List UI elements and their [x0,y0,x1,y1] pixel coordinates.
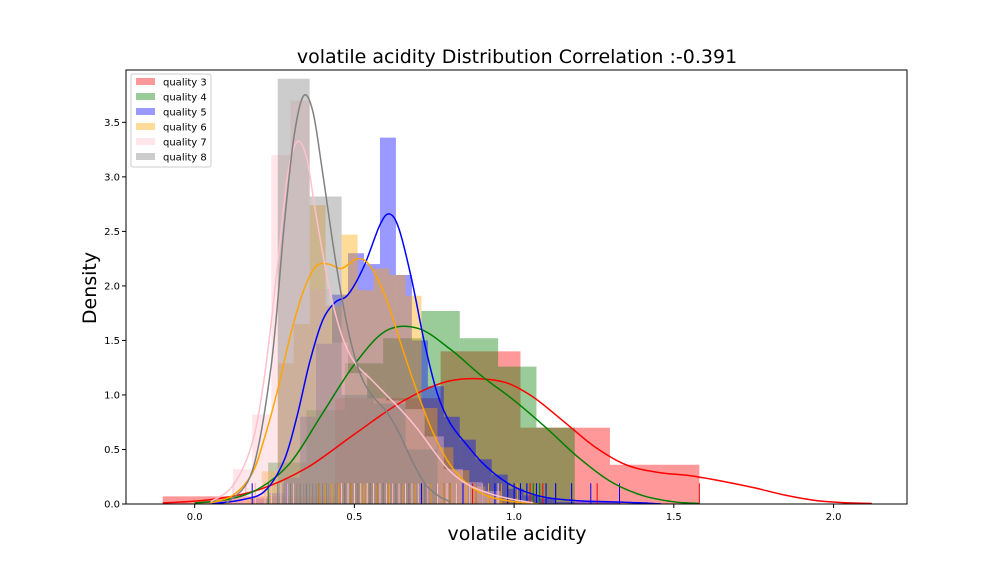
kde-curve-6 [210,257,540,504]
histogram-bar [277,363,294,504]
histogram-bar [485,495,502,504]
histogram-bar [523,495,540,504]
histogram-bar [424,436,444,504]
y-tick-label: 2.0 [104,281,120,292]
y-tick-label: 1.5 [104,336,120,347]
x-tick-label: 1.0 [506,512,522,523]
histogram-bar [443,416,460,504]
histogram-4 [268,310,575,504]
kde-curve-7 [210,140,534,504]
histogram-5 [252,137,620,504]
y-tick-label: 3.0 [104,172,120,183]
legend-swatch [136,153,155,160]
legend-label: quality 3 [163,78,207,89]
y-tick-label: 2.5 [104,227,120,238]
histogram-bar [332,294,349,504]
x-tick-label: 0.0 [187,512,203,523]
histogram-6 [245,205,534,504]
histogram-bar [459,338,499,504]
histogram-bar [348,373,368,504]
kde-curve-5 [210,213,662,504]
legend-label: quality 7 [163,138,207,149]
histogram-bar [341,234,358,504]
histogram-bar [363,264,380,504]
axes-frame [125,69,908,505]
y-axis-label: Density [79,252,101,324]
axes: 0.0 0.5 1.0 1.5 2.0 0.0 0.5 1.0 1.5 2.0 2.5 3.0 3.5 [104,69,908,523]
legend-swatch [136,93,155,100]
histogram-bar [293,324,310,504]
histogram-bar [252,414,272,504]
legend-swatch [136,123,155,130]
histogram-bar [328,342,349,504]
histogram-bar [348,253,364,504]
histogram-bar [539,498,556,504]
x-tick-label: 2.0 [826,512,842,523]
histogram-bar [344,363,384,504]
histogram-bar [162,496,336,504]
x-tick-label: 0.5 [346,512,362,523]
histogram-bar [316,343,333,504]
plot-area [162,78,872,504]
histogram-bar [252,498,269,504]
y-tick-label: 0.0 [104,500,120,511]
histogram-bar [395,275,412,504]
histogram-bar [520,427,610,504]
legend-swatch [136,138,155,145]
histogram-bar [271,155,291,504]
histogram-bar [440,351,521,504]
chart-title: volatile acidity Distribution Correlatio… [297,46,737,68]
histogram-bar [335,398,441,504]
legend-label: quality 4 [163,93,207,104]
histogram-bar [300,416,317,504]
histogram-bar [386,400,406,504]
histogram-bar [325,305,342,504]
histogram-bar [357,290,374,504]
histogram-bar [367,398,387,504]
legend-label: quality 8 [163,153,207,164]
histogram-bar [427,386,444,504]
legend-box [130,73,212,168]
histogram-bar [284,477,301,504]
y-tick-label: 3.5 [104,118,120,129]
histogram-bar [411,340,428,504]
x-tick-label: 1.5 [666,512,682,523]
histogram-bar [268,493,285,504]
rug-8 [277,483,426,504]
legend-swatch [136,108,155,115]
legend-swatch [136,78,155,85]
kde-curve-3 [162,377,872,504]
kde-curve-8 [226,94,451,504]
legend-label: quality 5 [163,108,207,119]
kde-curve-4 [194,325,700,504]
histogram-bar [405,295,422,504]
y-tick-label: 0.5 [104,445,120,456]
histogram-bar [309,205,326,504]
histogram-bar [245,498,262,504]
histogram-bar [389,275,406,504]
x-axis-label: volatile acidity [448,523,587,545]
histogram-bar [373,268,390,504]
histogram-bar [453,470,470,504]
legend-label: quality 6 [163,123,207,134]
histogram-bar [309,196,342,504]
y-tick-label: 1.0 [104,390,120,401]
histogram-bar [421,310,460,504]
histogram-bar [383,338,422,504]
legend: quality 3 quality 4 quality 5 quality 6 qual… [130,73,212,168]
histogram-bar [555,501,620,504]
